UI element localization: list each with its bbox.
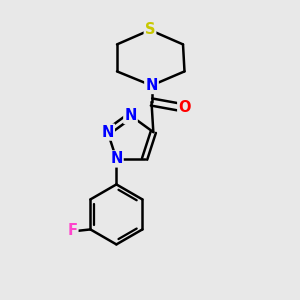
Text: N: N — [110, 152, 123, 166]
Text: O: O — [178, 100, 191, 116]
Text: F: F — [68, 224, 77, 238]
Text: N: N — [124, 108, 137, 123]
Text: S: S — [145, 22, 155, 38]
Text: N: N — [145, 78, 158, 93]
Text: N: N — [101, 124, 114, 140]
